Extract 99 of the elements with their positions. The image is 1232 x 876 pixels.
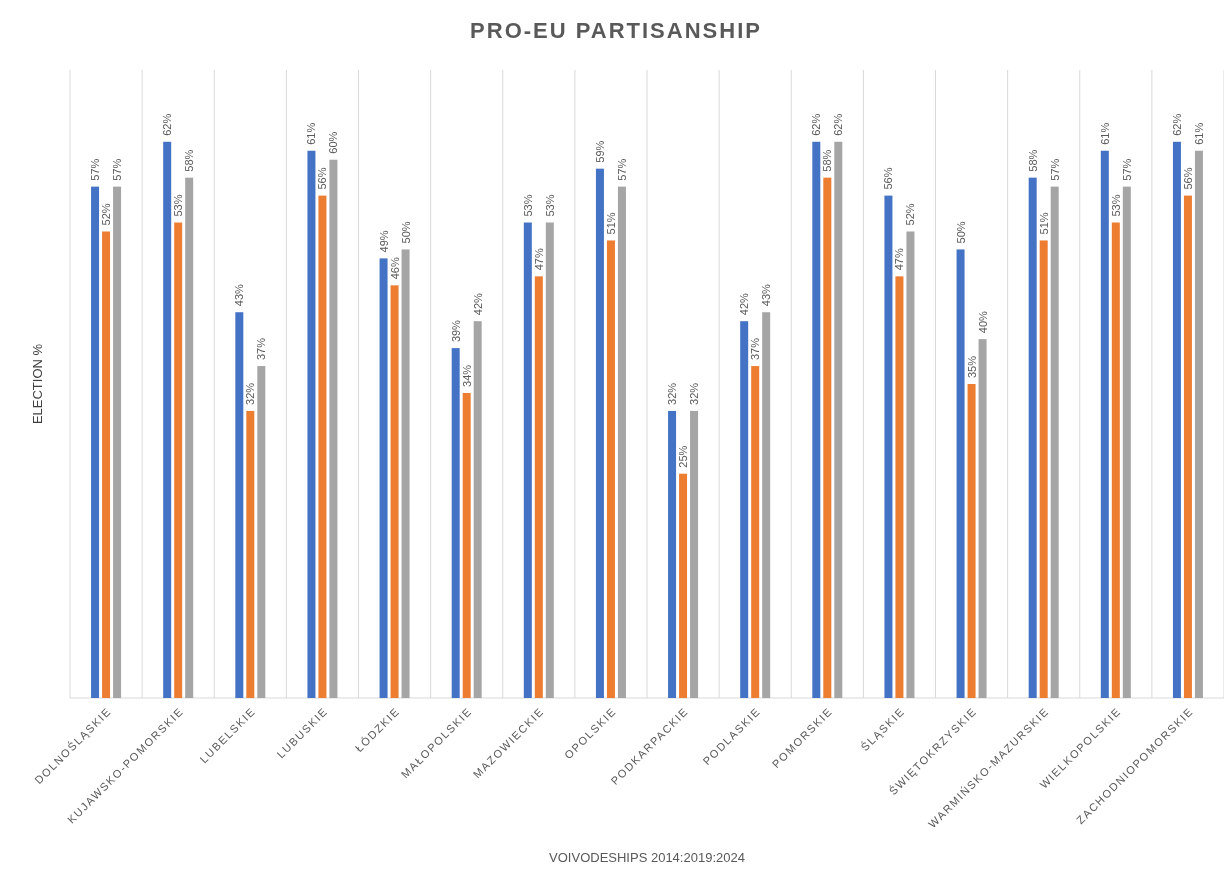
bar <box>545 222 554 698</box>
bar <box>401 249 410 698</box>
data-label: 51% <box>1037 212 1050 235</box>
bar <box>379 258 388 698</box>
data-label: 43% <box>233 283 246 307</box>
data-label: 52% <box>904 203 917 226</box>
data-label: 57% <box>615 158 628 181</box>
data-label: 57% <box>111 158 124 181</box>
data-label: 46% <box>388 257 401 280</box>
bar <box>462 392 471 698</box>
bar <box>329 159 338 698</box>
data-label: 61% <box>305 122 318 145</box>
bar <box>246 410 255 698</box>
data-label: 62% <box>832 113 845 136</box>
data-label: 47% <box>532 248 545 271</box>
bar <box>823 177 832 698</box>
data-label: 61% <box>1192 122 1205 145</box>
data-label: 61% <box>1098 122 1111 145</box>
data-label: 25% <box>677 445 690 468</box>
data-label: 53% <box>521 194 534 217</box>
data-label: 32% <box>244 382 257 405</box>
data-label: 51% <box>604 212 617 235</box>
data-label: 53% <box>172 194 185 217</box>
bar <box>956 249 965 698</box>
bar <box>113 186 122 698</box>
bar <box>606 240 615 698</box>
bar <box>523 222 532 698</box>
data-label: 47% <box>893 248 906 271</box>
bar <box>235 312 244 698</box>
data-label: 32% <box>666 382 679 405</box>
data-label: 32% <box>688 382 701 405</box>
data-label: 50% <box>954 221 967 244</box>
bar <box>668 410 677 698</box>
data-label: 56% <box>882 167 895 190</box>
bar <box>595 168 604 698</box>
chart-title: PRO-EU PARTISANSHIP <box>470 18 762 43</box>
bar <box>1039 240 1048 698</box>
bar <box>1111 222 1120 698</box>
bar <box>812 141 821 698</box>
bar <box>906 231 915 698</box>
data-label: 60% <box>327 131 340 154</box>
bar <box>102 231 111 698</box>
bar <box>1050 186 1059 698</box>
data-label: 58% <box>1026 149 1039 172</box>
bar <box>762 312 771 698</box>
bar <box>390 285 399 698</box>
data-label: 57% <box>89 158 102 181</box>
bar <box>1028 177 1037 698</box>
bar <box>978 339 987 698</box>
data-label: 50% <box>399 221 412 244</box>
x-axis-title: VOIVODESHIPS 2014:2019:2024 <box>549 850 745 865</box>
bar <box>751 366 760 698</box>
data-label: 62% <box>161 113 174 136</box>
bar <box>834 141 843 698</box>
bar <box>1172 141 1181 698</box>
bar <box>534 276 543 698</box>
bar <box>451 348 460 698</box>
data-label: 42% <box>471 292 484 316</box>
bar <box>1194 150 1203 698</box>
bar <box>318 195 327 698</box>
bar <box>740 321 749 698</box>
data-label: 43% <box>760 283 773 307</box>
bar <box>884 195 893 698</box>
data-label: 53% <box>1109 194 1122 217</box>
bar <box>174 222 183 698</box>
bar <box>679 473 688 698</box>
bar <box>307 150 316 698</box>
data-label: 34% <box>460 364 473 387</box>
bar <box>690 410 699 698</box>
bar <box>1100 150 1109 698</box>
bar <box>967 384 976 698</box>
data-label: 39% <box>449 319 462 343</box>
data-label: 59% <box>593 140 606 163</box>
bar <box>1183 195 1192 698</box>
y-axis-title: ELECTION % <box>30 343 45 425</box>
data-label: 57% <box>1048 158 1061 181</box>
data-label: 57% <box>1120 158 1133 181</box>
bar <box>91 186 100 698</box>
bar <box>1122 186 1131 698</box>
data-label: 58% <box>821 149 834 172</box>
bar <box>895 276 904 698</box>
data-label: 58% <box>183 149 196 172</box>
bar <box>185 177 194 698</box>
data-label: 35% <box>965 355 978 378</box>
data-label: 52% <box>100 203 113 226</box>
data-label: 62% <box>810 113 823 136</box>
data-label: 37% <box>255 337 268 361</box>
data-label: 40% <box>976 310 989 334</box>
data-label: 49% <box>377 230 390 253</box>
data-label: 56% <box>1181 167 1194 190</box>
data-label: 62% <box>1170 113 1183 136</box>
data-label: 37% <box>749 337 762 361</box>
bar <box>257 366 266 698</box>
data-label: 56% <box>316 167 329 190</box>
bar <box>617 186 626 698</box>
bar <box>163 141 172 698</box>
data-label: 42% <box>738 292 751 316</box>
data-label: 53% <box>543 194 556 217</box>
bar <box>473 321 482 698</box>
